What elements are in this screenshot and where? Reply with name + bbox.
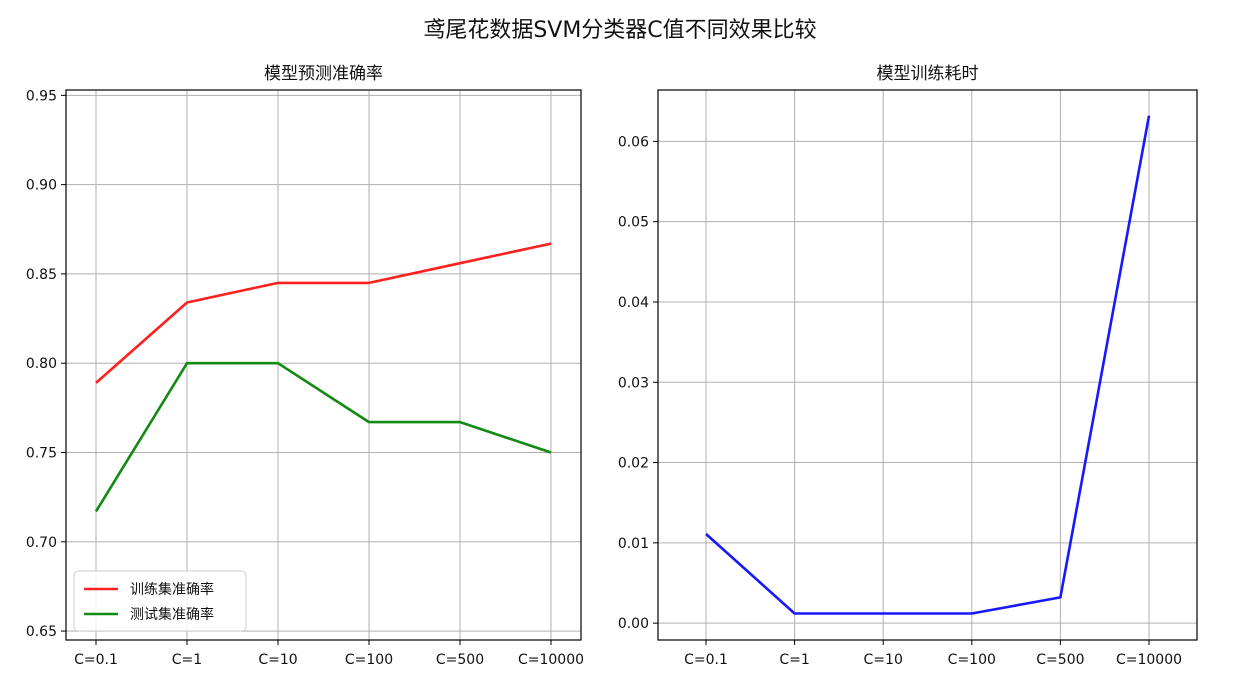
chart-2: C=0.1 C=1 C=10 C=100 C=500 C=10000 0.00 0.01 0.0…	[618, 64, 1198, 668]
x-tick-label: C=500	[436, 652, 484, 668]
chart-1: C=0.1 C=1 C=10 C=100 C=500 C=10000 0.65 0.70 0.7…	[26, 64, 584, 668]
x-tick-label: C=1	[172, 652, 202, 668]
x-tick-label: C=1	[779, 652, 809, 668]
x-tick-label: C=100	[948, 652, 996, 668]
y-tick-label: 0.02	[618, 456, 649, 472]
y-tick-label: 0.80	[26, 356, 57, 372]
x-tick-label: C=100	[345, 652, 393, 668]
legend-box	[73, 570, 247, 632]
y-tick-label: 0.06	[618, 134, 649, 150]
y-tick-label: 0.00	[618, 616, 649, 632]
y-tick-label: 0.95	[26, 88, 57, 104]
x-tick-label: C=500	[1036, 652, 1084, 668]
y-tick-label: 0.01	[618, 536, 649, 552]
series-line-2	[94, 361, 552, 513]
y-tick-label: 0.65	[26, 624, 57, 640]
x-tick-label: C=10000	[518, 652, 584, 668]
axes-frame	[657, 89, 1198, 641]
y-tick-label: 0.04	[618, 295, 649, 311]
x-tick-label: C=10000	[1116, 652, 1182, 668]
x-tick-label: C=0.1	[684, 652, 728, 668]
y-tick-label: 0.05	[618, 215, 649, 231]
figure-title: 鸢尾花数据SVM分类器C值不同效果比较	[423, 18, 817, 43]
x-tick-label: C=0.1	[74, 652, 118, 668]
axes-title: 模型预测准确率	[264, 64, 383, 84]
axes-title: 模型训练耗时	[877, 64, 979, 84]
series-line-1	[95, 242, 552, 384]
y-tick-label: 0.70	[26, 535, 57, 551]
series-line-1	[705, 115, 1151, 615]
y-tick-label: 0.90	[26, 178, 57, 194]
y-tick-label: 0.03	[618, 375, 649, 391]
legend-label-2: 测试集准确率	[130, 606, 214, 623]
x-tick-label: C=10	[258, 652, 297, 668]
x-tick-label: C=10	[864, 652, 903, 668]
legend-label-1: 训练集准确率	[130, 581, 214, 598]
y-tick-label: 0.75	[26, 446, 57, 462]
axes-frame	[65, 89, 582, 641]
y-tick-label: 0.85	[26, 267, 57, 283]
